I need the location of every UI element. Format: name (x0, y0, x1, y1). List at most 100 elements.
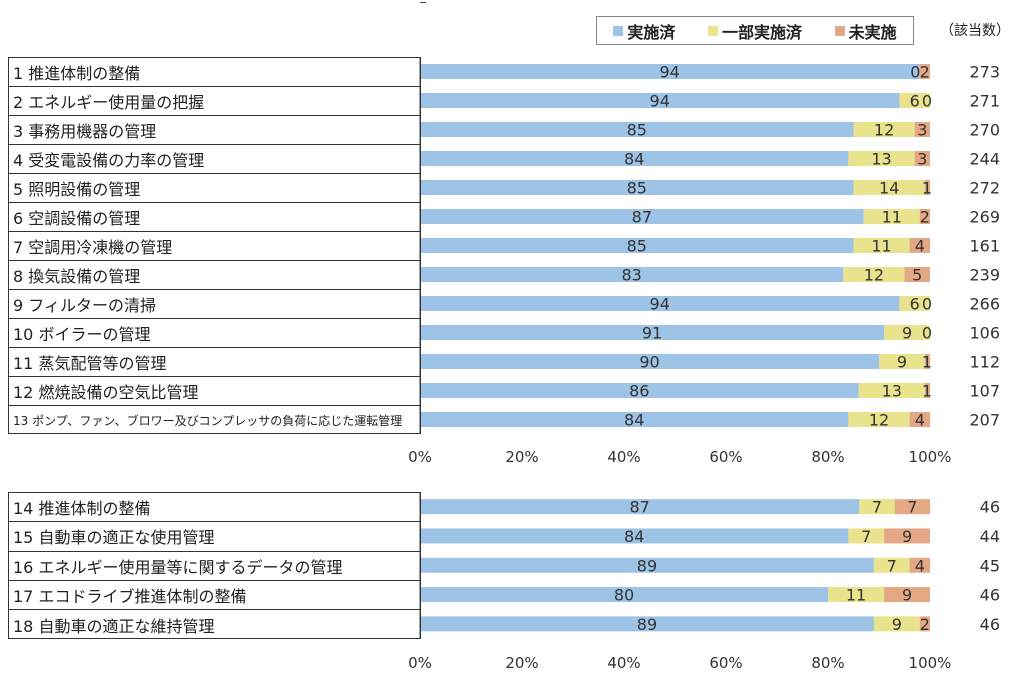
category-label: 12 燃焼設備の空気比管理 (9, 377, 420, 406)
x-tick-label: 80% (811, 448, 844, 466)
value-label-partial: 9 (892, 615, 902, 634)
bar-done (420, 209, 864, 224)
top-mark (420, 2, 426, 3)
value-label-done: 87 (629, 498, 649, 517)
row-count: 44 (980, 527, 1000, 546)
row-count: 161 (969, 237, 1000, 256)
bar-done (420, 557, 874, 573)
bar-partial (859, 499, 895, 515)
bar-partial (853, 238, 910, 253)
value-label-done: 84 (624, 411, 644, 430)
value-label-none: 4 (915, 556, 925, 575)
category-label: 8 換気設備の管理 (9, 261, 420, 290)
value-label-done: 85 (627, 179, 647, 198)
bar-done (420, 528, 849, 544)
bar-none (909, 238, 930, 253)
bar-done (420, 64, 920, 79)
value-label-done: 87 (632, 208, 652, 227)
bar-partial (828, 587, 885, 603)
bar-done (420, 383, 859, 398)
value-label-none: 3 (917, 150, 927, 169)
count-header: （該当数） (940, 23, 1010, 39)
row-count: 266 (969, 295, 1000, 314)
category-table-1: 1 推進体制の整備 2 エネルギー使用量の把握 3 事務用機器の管理 4 受変電設備の… (8, 57, 421, 434)
bar-none (924, 383, 930, 398)
legend-item-partial: 一部実施済 (707, 19, 802, 43)
legend-item-none: 未実施 (834, 19, 897, 43)
category-label: 4 受変電設備の力率の管理 (9, 145, 420, 174)
value-label-partial: 7 (861, 527, 871, 546)
value-label-done: 85 (627, 121, 647, 140)
x-tick-label: 0% (408, 654, 432, 672)
x-tick-label: 60% (709, 654, 742, 672)
value-label-none: 4 (915, 411, 925, 430)
category-label: 15 自動車の適正な使用管理 (9, 522, 420, 552)
bar-none (909, 412, 930, 427)
x-tick-label: 40% (607, 654, 640, 672)
value-label-none: 4 (915, 237, 925, 256)
bar-done (420, 93, 900, 108)
value-label-partial: 9 (897, 353, 907, 372)
value-label-partial: 11 (871, 237, 891, 256)
value-label-partial: 11 (882, 208, 902, 227)
bar-partial (884, 325, 930, 340)
row-count: 273 (969, 63, 1000, 82)
value-label-done: 80 (614, 586, 634, 605)
value-label-partial: 12 (874, 121, 894, 140)
bar-none (919, 616, 930, 632)
row-count: 207 (969, 411, 1000, 430)
x-tick-label: 20% (505, 654, 538, 672)
value-label-done: 91 (642, 324, 662, 343)
value-label-none: 1 (922, 353, 932, 372)
category-label: 5 照明設備の管理 (9, 174, 420, 203)
value-label-partial: 9 (902, 324, 912, 343)
value-label-partial: 13 (882, 382, 902, 401)
category-table-2: 14 推進体制の整備 15 自動車の適正な使用管理 16 エネルギー使用量等に関する… (8, 492, 421, 639)
bar-none (919, 64, 930, 79)
value-label-done: 89 (637, 556, 657, 575)
bar-done (420, 122, 854, 137)
legend-label-done: 実施済 (627, 22, 676, 42)
x-tick-label: 0% (408, 448, 432, 466)
bar-partial (853, 122, 915, 137)
value-label-partial: 12 (869, 411, 889, 430)
x-tick-label: 100% (909, 448, 952, 466)
bar-done (420, 267, 844, 282)
row-count: 45 (980, 556, 1000, 575)
bar-none (884, 528, 930, 544)
bar-partial (873, 616, 920, 632)
x-tick-label: 20% (505, 448, 538, 466)
category-label: 14 推進体制の整備 (9, 493, 420, 523)
row-count: 46 (980, 498, 1000, 517)
category-label: 1 推進体制の整備 (9, 58, 420, 87)
legend-swatch-done (613, 25, 624, 36)
value-label-done: 86 (629, 382, 649, 401)
category-label: 7 空調用冷凍機の管理 (9, 232, 420, 261)
value-label-done: 84 (624, 527, 644, 546)
row-count: 46 (980, 586, 1000, 605)
row-count: 112 (969, 353, 1000, 372)
value-label-none: 9 (902, 586, 912, 605)
bar-none (904, 267, 930, 282)
bar-done (420, 616, 874, 632)
row-count: 271 (969, 92, 1000, 111)
value-label-partial: 0 (910, 63, 920, 82)
bar-done (420, 499, 860, 515)
bar-partial (873, 557, 910, 573)
category-label: 16 エネルギー使用量等に関するデータの管理 (9, 552, 420, 581)
value-label-none: 0 (922, 295, 932, 314)
bar-none (884, 587, 930, 603)
bar-none (919, 209, 930, 224)
value-label-none: 2 (920, 615, 930, 634)
row-count: 270 (969, 121, 1000, 140)
legend-label-none: 未実施 (848, 22, 897, 42)
bar-partial (848, 412, 910, 427)
bar-partial (863, 209, 920, 224)
bar-none (909, 557, 930, 573)
value-label-partial: 14 (879, 179, 899, 198)
row-count: 239 (969, 266, 1000, 285)
bar-done (420, 412, 849, 427)
category-label: 13 ポンプ、ファン、ブロワー及びコンプレッサの負荷に応じた運転管理 (13, 414, 403, 428)
legend-swatch-partial (707, 25, 718, 36)
